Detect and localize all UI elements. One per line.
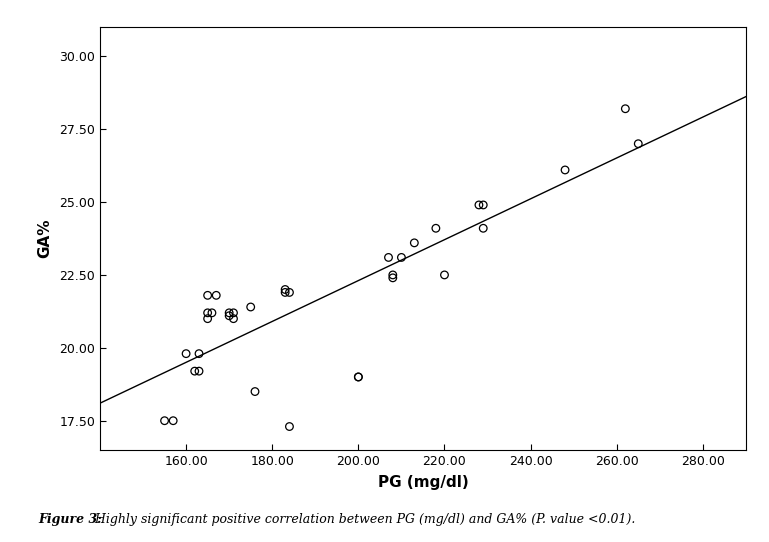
Point [430,224,442,233]
Point [279,288,291,297]
Point [201,308,214,317]
Text: Highly significant positive correlation between PG (mg/dl) and GA% (P. value <0.: Highly significant positive correlation … [91,513,635,526]
Point [228,308,240,317]
Point [438,270,451,279]
Point [193,349,205,358]
Point [283,422,295,431]
Point [223,312,235,320]
Point [352,373,365,382]
Point [408,238,421,247]
Point [245,302,257,311]
Point [201,291,214,300]
Point [387,270,399,279]
Point [206,308,218,317]
Point [395,253,408,262]
Point [352,373,365,382]
Point [632,139,644,148]
Point [201,314,214,323]
Point [559,166,571,175]
Point [619,105,631,113]
Point [477,224,489,233]
Point [249,387,261,396]
Text: Figure 3:: Figure 3: [38,513,102,526]
Point [180,349,192,358]
Point [193,367,205,376]
Point [210,291,222,300]
Point [473,201,485,209]
Point [223,308,235,317]
Point [477,201,489,209]
Point [158,416,171,425]
Point [382,253,394,262]
Point [279,285,291,294]
Point [188,367,201,376]
Point [167,416,179,425]
X-axis label: PG (mg/dl): PG (mg/dl) [378,475,468,489]
Point [228,314,240,323]
Point [387,274,399,282]
Y-axis label: GA%: GA% [37,219,52,258]
Point [283,288,295,297]
